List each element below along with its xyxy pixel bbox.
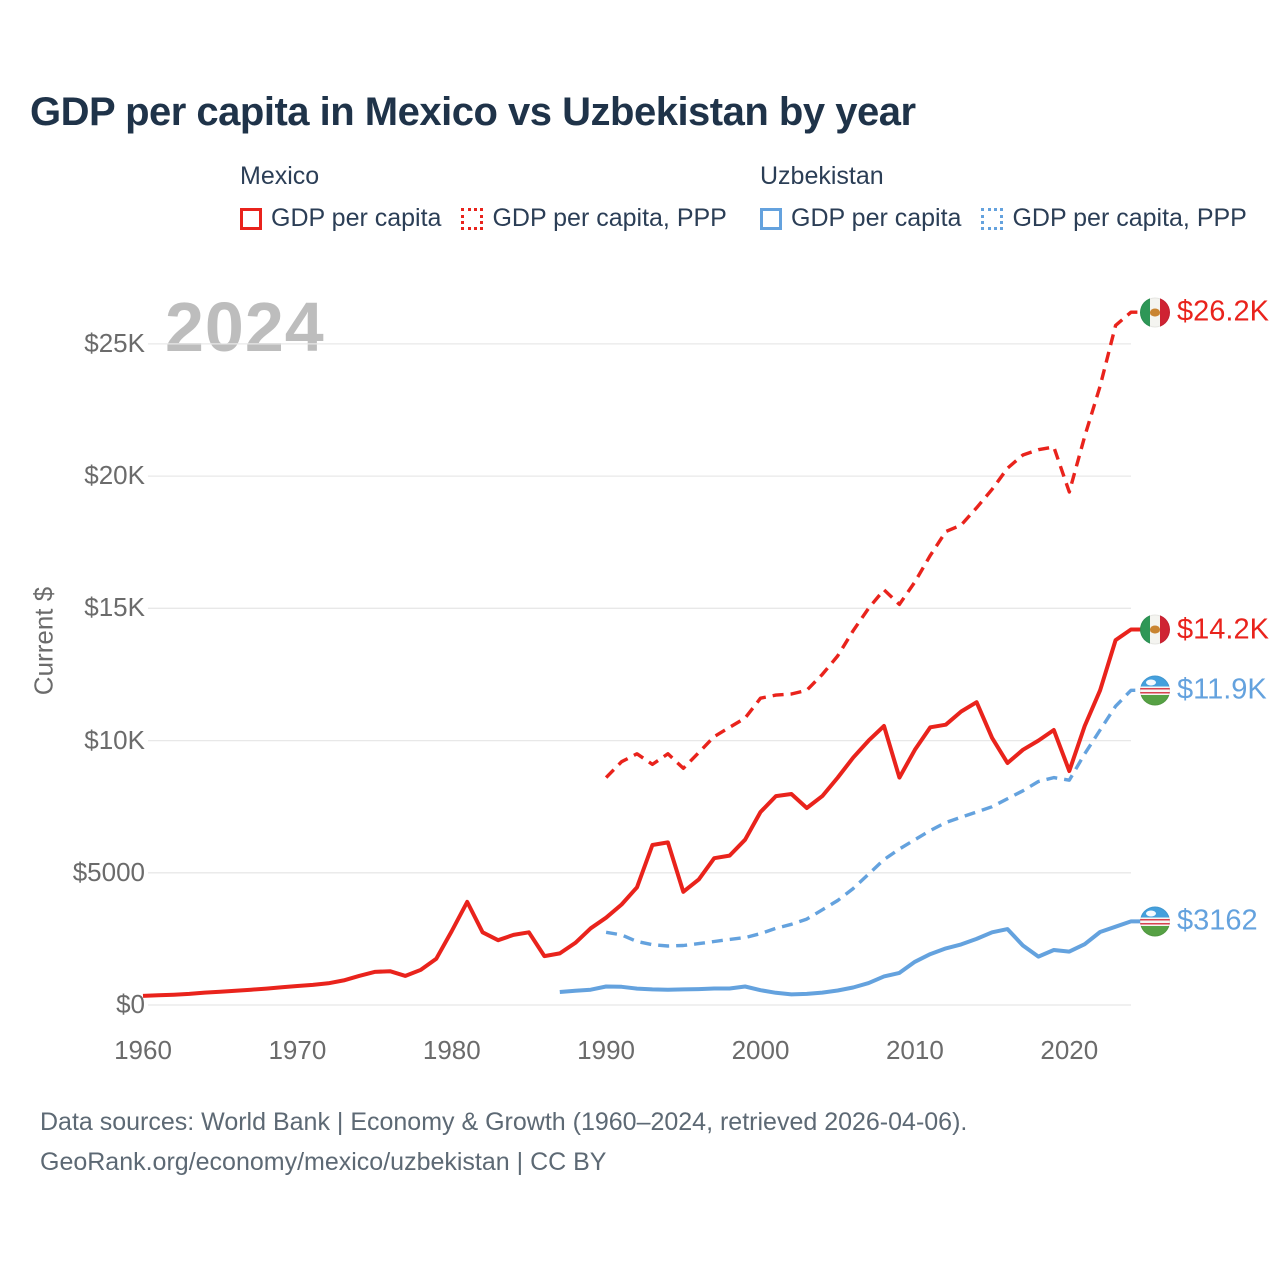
legend-items-uzbekistan: GDP per capita GDP per capita, PPP bbox=[760, 204, 1247, 233]
y-axis-tick-label: $20K bbox=[84, 459, 145, 490]
series-line-uzbekistan-gdp-per-capita-ppp bbox=[605, 688, 1141, 948]
end-label-uzbekistan-gdp-ppp: $11.9K bbox=[1140, 674, 1267, 707]
uzbekistan-flag-icon bbox=[1140, 906, 1170, 937]
legend-item-label: GDP per capita, PPP bbox=[1012, 204, 1247, 232]
year-watermark: 2024 bbox=[165, 288, 325, 366]
end-label-mexico-gdp: $14.2K bbox=[1140, 613, 1269, 646]
end-label-mexico-gdp-ppp: $26.2K bbox=[1140, 296, 1269, 329]
uzbekistan-flag-icon bbox=[1140, 675, 1170, 706]
legend-item-uzbekistan-gdp-ppp[interactable]: GDP per capita, PPP bbox=[981, 204, 1247, 233]
legend-item-mexico-gdp[interactable]: GDP per capita bbox=[240, 204, 441, 233]
x-axis-tick-label: 1980 bbox=[422, 1035, 481, 1065]
x-axis-tick-label: 2020 bbox=[1040, 1035, 1099, 1065]
page-title: GDP per capita in Mexico vs Uzbekistan b… bbox=[30, 90, 916, 134]
x-axis-tick-label: 1990 bbox=[577, 1035, 636, 1065]
mexico-solid-line-swatch bbox=[240, 207, 262, 230]
end-label-value: $26.2K bbox=[1177, 295, 1269, 328]
end-label-value: $3162 bbox=[1177, 904, 1258, 937]
legend-item-label: GDP per capita bbox=[791, 204, 962, 232]
data-sources-note: Data sources: World Bank | Economy & Gro… bbox=[40, 1108, 968, 1136]
uzbekistan-solid-line-swatch bbox=[760, 207, 782, 230]
legend-group-title-uzbekistan: Uzbekistan bbox=[760, 162, 884, 190]
y-axis-tick-label: $15K bbox=[84, 592, 145, 623]
y-axis-tick-label: $25K bbox=[84, 327, 145, 358]
series-line-mexico-gdp-per-capita-ppp bbox=[604, 310, 1141, 779]
legend-item-mexico-gdp-ppp[interactable]: GDP per capita, PPP bbox=[461, 204, 727, 233]
legend-item-label: GDP per capita bbox=[271, 204, 442, 232]
end-label-uzbekistan-gdp: $3162 bbox=[1140, 905, 1258, 938]
series-line-mexico-gdp-per-capita bbox=[142, 627, 1141, 998]
x-axis-tick-label: 2000 bbox=[731, 1035, 790, 1065]
series-line-uzbekistan-gdp-per-capita bbox=[559, 919, 1141, 997]
x-axis-tick-label: 1970 bbox=[268, 1035, 327, 1065]
end-label-value: $11.9K bbox=[1177, 673, 1267, 706]
legend-item-label: GDP per capita, PPP bbox=[492, 204, 727, 232]
end-label-value: $14.2K bbox=[1177, 613, 1269, 645]
legend-group-title-mexico: Mexico bbox=[240, 162, 320, 190]
legend-items-mexico: GDP per capita GDP per capita, PPP bbox=[240, 204, 727, 233]
x-axis-tick-label: 1960 bbox=[114, 1035, 172, 1065]
y-axis-tick-label: $10K bbox=[84, 724, 145, 755]
mexico-dotted-line-swatch bbox=[461, 207, 484, 230]
uzbekistan-dotted-line-swatch bbox=[981, 207, 1004, 230]
legend-group-uzbekistan: Uzbekistan GDP per capita GDP per capita… bbox=[760, 162, 1247, 233]
y-axis-title: Current $ bbox=[28, 586, 59, 696]
y-axis-tick-label: $5000 bbox=[72, 856, 145, 887]
legend-group-mexico: Mexico GDP per capita GDP per capita, PP… bbox=[240, 162, 727, 233]
x-axis-tick-label: 2010 bbox=[885, 1035, 944, 1065]
y-axis-tick-label: $0 bbox=[116, 988, 145, 1019]
attribution-note: GeoRank.org/economy/mexico/uzbekistan | … bbox=[40, 1148, 607, 1176]
mexico-flag-icon bbox=[1140, 297, 1170, 328]
mexico-flag-icon bbox=[1140, 614, 1170, 645]
legend-item-uzbekistan-gdp[interactable]: GDP per capita bbox=[760, 204, 961, 233]
